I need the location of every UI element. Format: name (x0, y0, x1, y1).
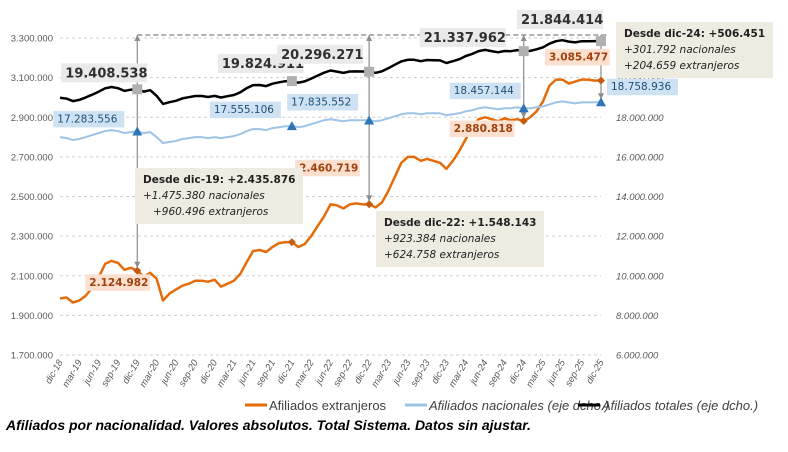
data-label-background (517, 10, 603, 30)
right-tick-label: 8.000.000 (616, 311, 659, 322)
x-tick-label: dic-25 (584, 357, 607, 386)
left-tick-label: 2.100.000 (11, 271, 53, 282)
right-tick-label: 10.000.000 (616, 271, 664, 282)
data-label-background (295, 159, 360, 177)
total-marker (132, 84, 143, 95)
annotation-line: +923.384 nacionales (384, 233, 496, 245)
data-label: 18.457.144 (454, 85, 514, 97)
data-label: 3.085.477 (549, 52, 608, 64)
data-label: 21.844.414 (521, 13, 603, 28)
right-tick-label: 12.000.000 (616, 232, 664, 243)
series-line-nacionales (59, 100, 601, 144)
diamond-marker-icon (597, 76, 605, 85)
data-label-background (607, 78, 678, 96)
right-tick-label: 6.000.000 (616, 351, 659, 362)
data-label: 19.408.538 (65, 66, 147, 81)
arrow-head-icon (134, 35, 141, 41)
left-tick-label: 2.300.000 (11, 232, 53, 243)
left-tick-label: 1.700.000 (11, 351, 53, 362)
data-label: 20.296.271 (281, 48, 363, 63)
x-tick-label: mar-19 (60, 357, 85, 389)
x-tick-label: sep-24 (486, 358, 510, 389)
data-label: 17.283.556 (57, 113, 117, 125)
legend-label: Afiliados totales (eje dcho.) (601, 398, 758, 413)
x-tick-label: sep-20 (177, 357, 201, 388)
x-tick-label: sep-21 (254, 358, 278, 389)
arrow-head-icon (134, 261, 141, 268)
triangle-marker-icon (364, 115, 375, 125)
annotation-line: +301.792 nacionales (624, 44, 736, 56)
data-label-background (449, 120, 515, 138)
right-tick-label: 14.000.000 (616, 192, 664, 203)
data-label-background (419, 28, 506, 48)
annotation-line: +204.659 extranjeros (624, 60, 740, 72)
arrow-head-icon (366, 195, 373, 202)
triangle-marker-icon (132, 126, 143, 136)
left-tick-label: 2.900.000 (11, 113, 53, 124)
annotation-line: +1.475.380 nacionales (143, 190, 265, 202)
data-label: 17.555.106 (214, 104, 274, 116)
annotation-title: Desde dic-22: +1.548.143 (384, 217, 537, 229)
annotation-title: Desde dic-24: +506.451 (624, 28, 766, 40)
data-label-background (85, 274, 150, 291)
chart-caption: Afiliados por nacionalidad. Valores abso… (6, 417, 531, 433)
left-tick-label: 1.900.000 (11, 311, 53, 322)
diamond-marker-icon (287, 238, 296, 247)
data-label-background (277, 44, 364, 64)
arrow-head-icon (520, 112, 527, 119)
x-tick-label: sep-23 (409, 357, 433, 388)
data-label-background (53, 110, 125, 128)
legend-label: Afiliados nacionales (eje dcho.) (428, 398, 609, 413)
x-tick-label: sep-19 (100, 357, 124, 388)
total-marker (596, 36, 606, 47)
triangle-marker-icon (596, 97, 606, 107)
right-tick-label: 20.000.000 (615, 73, 664, 84)
diamond-marker-icon (365, 200, 374, 209)
data-label: 17.835.552 (291, 97, 351, 109)
annotation-title: Desde dic-19: +2.435.876 (143, 174, 296, 186)
right-tick-label: 18.000.000 (616, 113, 664, 124)
total-marker (286, 76, 297, 87)
data-label-background (61, 63, 148, 83)
diamond-marker-icon (519, 117, 528, 126)
data-label-background (449, 82, 521, 100)
left-tick-label: 3.100.000 (11, 73, 53, 84)
left-tick-label: 3.300.000 (11, 34, 53, 45)
data-label: 2.880.818 (454, 123, 513, 135)
arrow-head-icon (366, 35, 373, 41)
series-line-extranjeros (59, 78, 602, 304)
arrow-head-icon (520, 35, 527, 41)
annotation-line: +624.758 extranjeros (384, 249, 500, 261)
data-label-background (287, 94, 359, 111)
series-line-totales (59, 38, 601, 106)
arrow-head-icon (598, 93, 604, 100)
diamond-marker-icon (133, 266, 142, 275)
data-label: 18.758.936 (611, 81, 671, 93)
annotation-dic-24: Desde dic-24: +506.451 +301.792 nacional… (616, 22, 774, 78)
annotation-line: +960.496 extranjeros (153, 206, 269, 218)
data-label-background (209, 101, 281, 119)
x-tick-label: mar-22 (292, 357, 317, 389)
left-tick-label: 2.500.000 (11, 192, 53, 203)
legend-label: Afiliados extranjeros (269, 398, 387, 413)
right-tick-label: 16.000.000 (616, 152, 664, 163)
data-label: 21.337.962 (424, 31, 506, 46)
triangle-marker-icon (286, 121, 297, 131)
x-tick-label: mar-25 (524, 357, 549, 389)
left-tick-label: 2.700.000 (11, 152, 53, 163)
data-label-background (545, 49, 610, 66)
x-tick-label: mar-20 (138, 357, 163, 389)
x-tick-label: sep-25 (563, 357, 587, 388)
x-tick-label: sep-22 (331, 357, 355, 388)
data-label: 2.124.982 (89, 277, 148, 289)
total-marker (364, 66, 375, 77)
total-marker (518, 46, 529, 57)
annotation-dic-19: Desde dic-19: +2.435.876 +1.475.380 naci… (135, 168, 304, 224)
triangle-marker-icon (518, 103, 529, 113)
x-tick-label: mar-23 (370, 357, 395, 389)
data-label: 2.460.719 (299, 162, 358, 174)
annotation-dic-22: Desde dic-22: +1.548.143 +923.384 nacion… (376, 211, 545, 267)
